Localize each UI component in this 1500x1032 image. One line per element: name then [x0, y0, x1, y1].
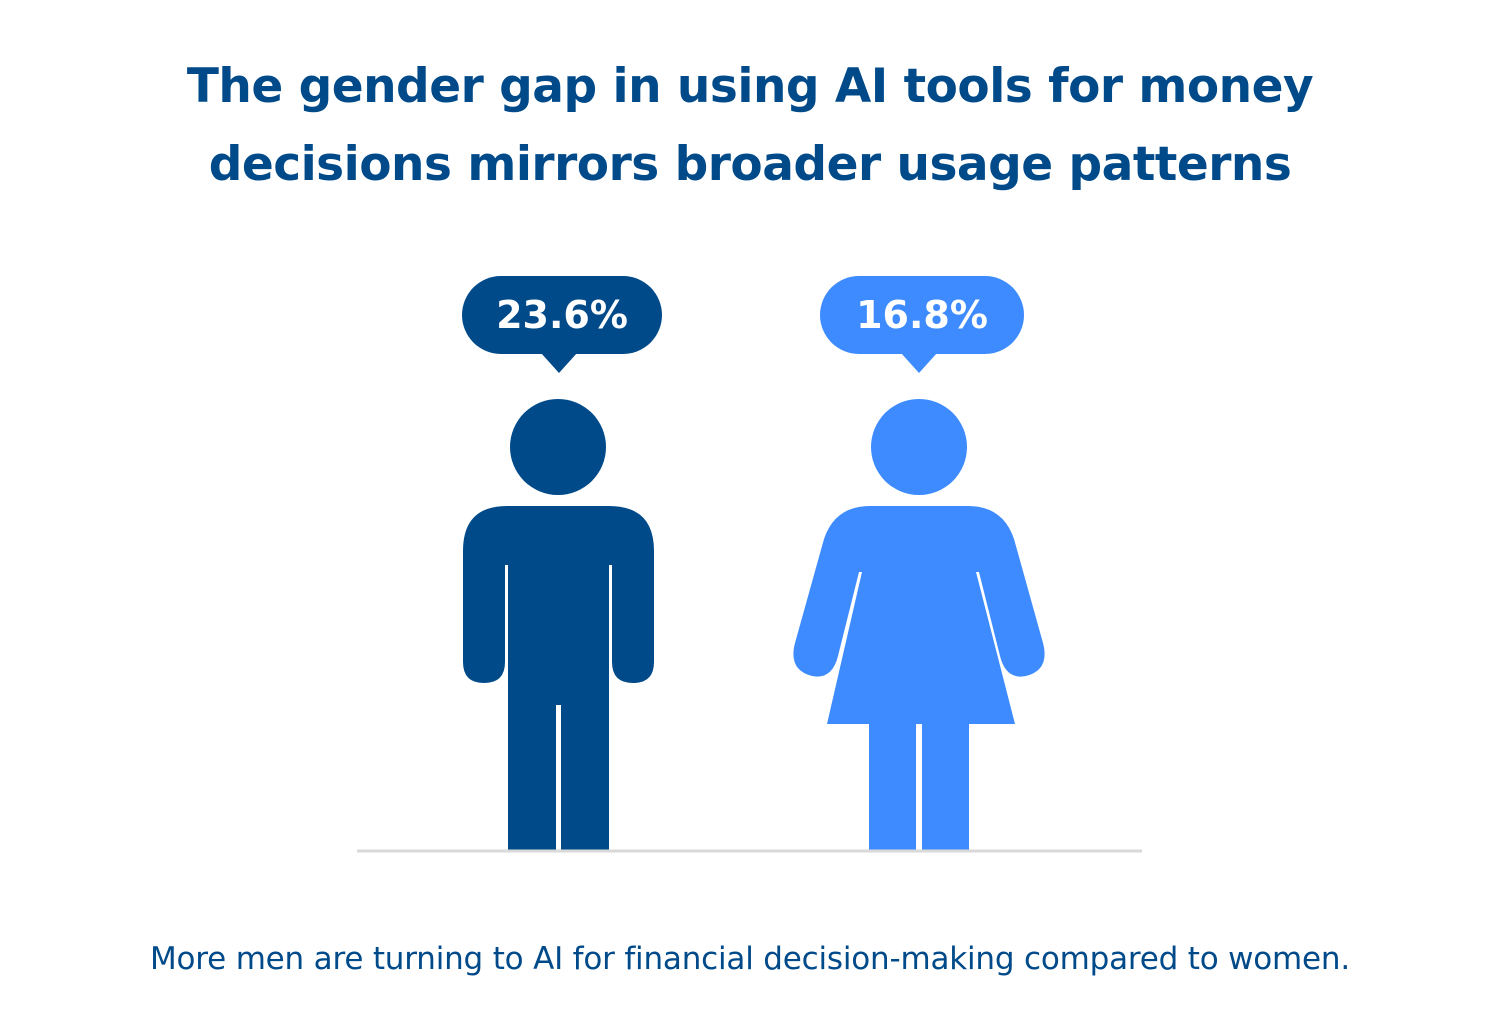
- chart-title-line-2: decisions mirrors broader usage patterns: [208, 137, 1292, 192]
- man-body: [463, 506, 654, 850]
- chart-caption: More men are turning to AI for financial…: [149, 941, 1351, 977]
- woman-head: [871, 399, 967, 495]
- value-label-men: 23.6%: [496, 293, 628, 337]
- chart-title-line-1: The gender gap in using AI tools for mon…: [186, 59, 1314, 114]
- chart-title: The gender gap in using AI tools for mon…: [0, 48, 1500, 204]
- value-bubble-tail-men: [541, 353, 577, 373]
- value-bubble-women: 16.8%: [820, 276, 1024, 354]
- woman-icon: [793, 399, 1045, 850]
- man-icon: [463, 399, 654, 850]
- value-bubble-tail-women: [901, 353, 937, 373]
- value-label-women: 16.8%: [856, 293, 988, 337]
- man-head: [510, 399, 606, 495]
- value-bubble-men: 23.6%: [462, 276, 662, 354]
- woman-body: [793, 506, 1045, 850]
